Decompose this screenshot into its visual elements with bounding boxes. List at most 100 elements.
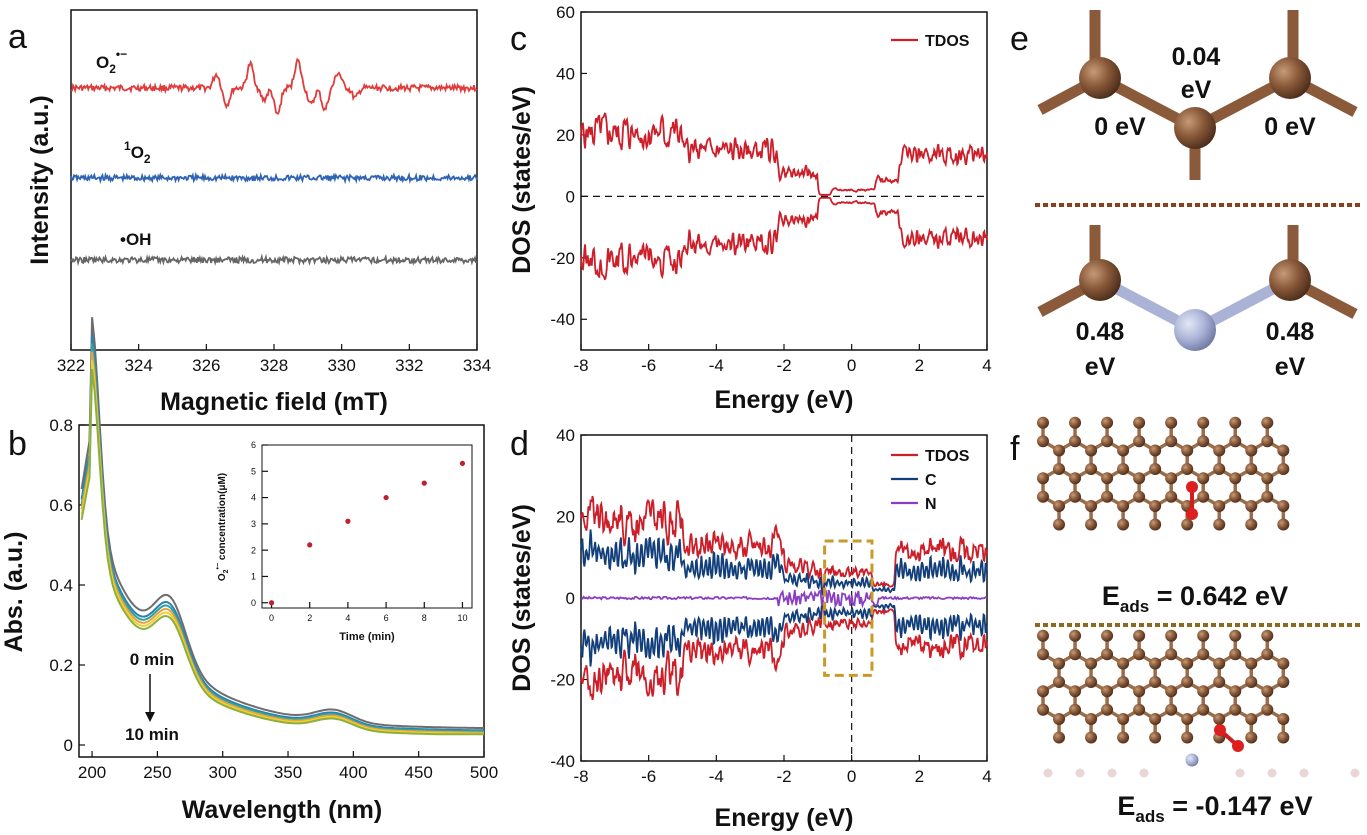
y-tick-label: -40 [550,752,575,771]
y-tick-label: 2 [251,545,256,555]
x-tick-label: 200 [78,763,106,782]
carbon-atom [1069,416,1082,429]
carbon-atom [1085,713,1098,725]
inset-point [307,542,313,548]
y-tick-label: 20 [556,507,575,526]
y-axis-label-a: Intensity (a.u.) [26,95,54,264]
y-tick-label: 0 [251,598,256,608]
adsorption-energy-top: Eads = 0.642 eV [1102,581,1288,616]
carbon-atom [1165,629,1178,642]
carbon-atom [1069,472,1082,485]
y-tick-label: 3 [251,519,256,529]
bottom-structure: 0.48 eV 0.48 eV [1037,225,1358,381]
nitrogen-dos [580,589,988,609]
x-tick-label: -2 [776,767,791,786]
inset-y-label: O2•− concentration(μM) [215,473,230,581]
carbon-atom [1069,629,1082,642]
carbon-atom [1277,500,1290,512]
carbon-atom [1181,463,1194,475]
carbon-atom [1069,648,1082,661]
energy-label-bottom-right-unit: eV [1275,353,1306,381]
x-tick-label: 350 [274,763,302,782]
series-line-0 [70,57,478,115]
series-label-hydroxyl: •OH [120,230,151,249]
series-group-a [70,57,478,267]
y-tick-label: 40 [556,64,575,83]
oxygen-atom [1186,508,1198,520]
x-tick-label: 4 [345,613,350,623]
carbon-atom [1269,57,1311,99]
oxygen-atom [1232,740,1244,752]
carbon-atom [1053,518,1066,531]
panel-f-structures: Eads = 0.642 eV Eads = -0.147 eV [1035,416,1360,826]
y-tick-label: 0 [566,187,575,206]
carbon-atom [1174,107,1216,149]
carbon-atom [1037,472,1049,485]
hydrogen-atom [1107,768,1117,778]
y-axis-label-b: Abs. (a.u.) [0,532,28,653]
y-tick-label: 0.2 [49,656,73,675]
carbon-atom [1229,490,1242,503]
y-tick-label: 40 [556,426,575,445]
carbon-atom [1117,500,1130,512]
carbon-atom [1117,713,1130,725]
nitrogen-atom [1174,309,1216,351]
carbon-atom [1101,648,1114,661]
carbon-atom [1053,676,1066,688]
energy-label-top-middle-unit: eV [1181,76,1212,104]
graphene-lattice-top [1037,416,1290,531]
series-line-1 [70,171,478,185]
carbon-atom [1229,629,1242,642]
carbon-atom [1101,472,1114,485]
carbon-atom [1085,657,1098,670]
carbon-atom [1085,731,1098,744]
series-line-2 [70,253,478,267]
carbon-atom [1181,518,1194,531]
carbon-atom [1165,490,1178,503]
x-tick-label: -6 [641,767,656,786]
annotation-start-time: 0 min [130,650,174,669]
carbon-atom [1197,490,1210,503]
carbon-atom [1079,259,1121,301]
absorbance-curve-3 [80,351,484,734]
energy-label-bottom-left: 0.48 [1076,318,1125,346]
carbon-atom [1181,713,1194,725]
x-tick-label: -8 [573,356,588,375]
carbon-atom [1261,648,1274,661]
annotation-end-time: 10 min [125,725,179,744]
carbon-atom [1053,500,1066,512]
carbon-atom [1053,657,1066,670]
carbon-atom [1101,703,1114,716]
x-tick-label: 300 [209,763,237,782]
x-tick-label: -4 [709,356,724,375]
inset-points [268,460,466,606]
x-tick-label: 450 [404,763,432,782]
absorbance-curve-0 [80,317,485,730]
carbon-atom [1149,657,1162,670]
chart-a: 322 324 326 328 330 332 334 O2•− 1O2 •OH Magne… [26,9,491,416]
y-tick-label: 0 [64,736,73,755]
carbon-atom [1101,490,1114,503]
carbon-atom [1037,629,1049,642]
x-tick-label: 330 [327,356,355,375]
y-tick-label: 0 [566,589,575,608]
carbon-atom [1261,629,1274,642]
x-axis-label-a: Magnetic field (mT) [160,388,388,416]
hydrogen-atom [1075,768,1085,778]
carbon-atom [1101,629,1114,642]
carbon-atom [1149,731,1162,744]
inset-point [383,494,389,501]
hydrogen-atom [1235,768,1245,778]
carbon-atom [1165,703,1178,716]
carbon-dos-down [580,600,988,667]
x-tick-label: 0 [269,613,274,623]
x-tick-label: 322 [57,356,85,375]
carbon-atom [1261,435,1274,448]
panel-label-c: c [510,20,527,58]
x-tick-label: 2 [307,613,312,623]
carbon-atom [1117,731,1130,744]
hydrogen-atom [1139,768,1149,778]
carbon-atom [1229,703,1242,716]
